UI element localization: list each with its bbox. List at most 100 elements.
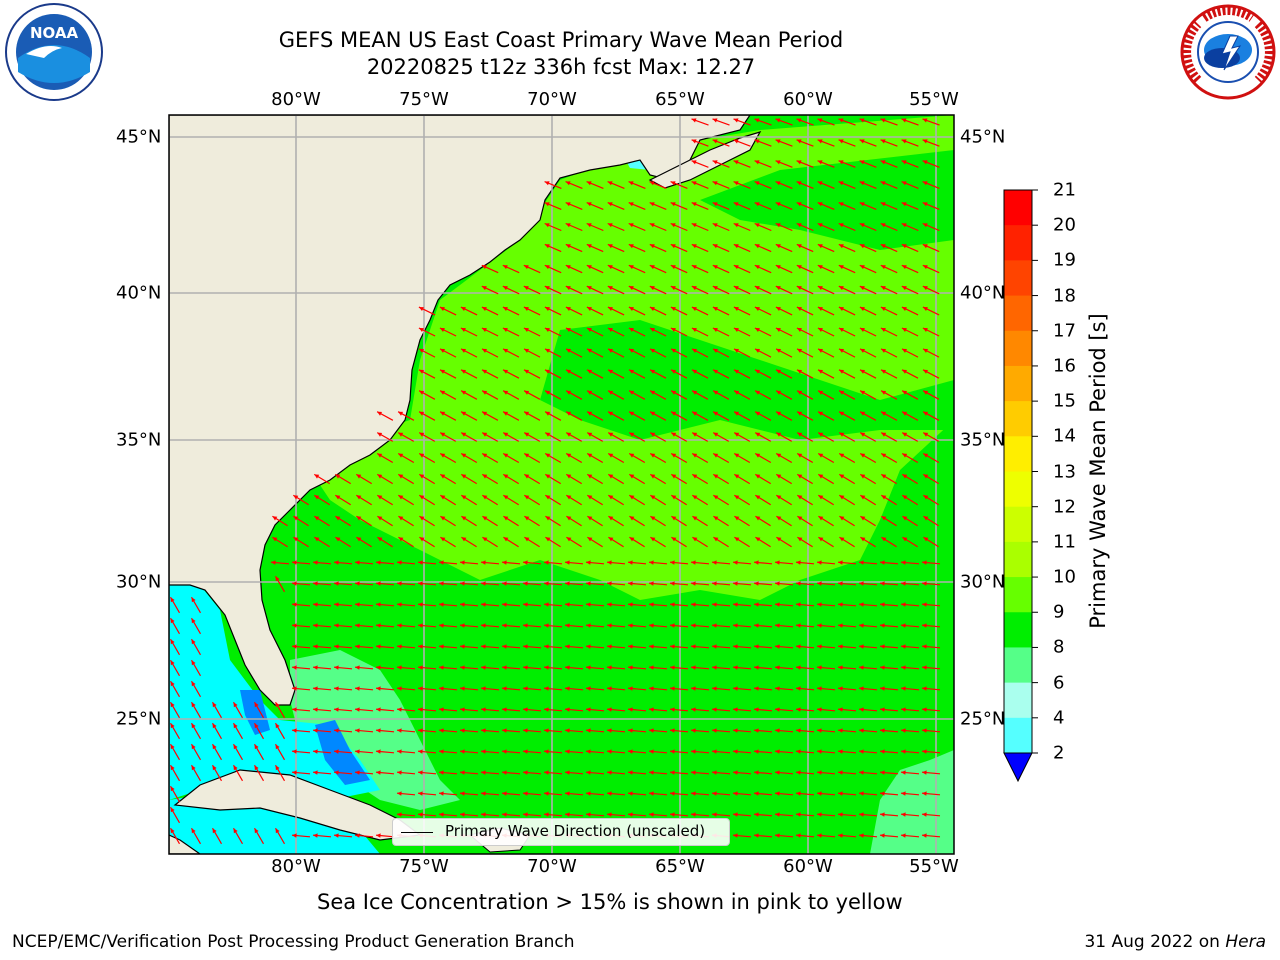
legend-line-icon [401, 832, 433, 833]
colorbar-segment [1004, 190, 1032, 226]
direction-arrowhead [733, 728, 738, 733]
direction-arrowhead [880, 307, 886, 311]
direction-arrowhead [902, 432, 908, 437]
direction-arrowhead [712, 160, 718, 165]
direction-arrowhead [566, 369, 571, 374]
direction-arrowhead [796, 223, 802, 228]
direction-arrowhead [838, 181, 844, 186]
colorbar-tick-label: 11 [1053, 531, 1076, 553]
direction-arrowhead [355, 560, 360, 565]
direction-arrowhead [754, 307, 760, 311]
direction-arrowhead [901, 749, 906, 754]
direction-arrowhead [860, 432, 866, 437]
direction-arrowhead [881, 348, 886, 353]
direction-arrowhead [503, 495, 509, 500]
direction-arrowhead [733, 307, 739, 311]
direction-arrowhead [628, 623, 633, 628]
direction-arrowhead [796, 307, 802, 311]
direction-arrowhead [818, 432, 824, 437]
direction-arrowhead [628, 244, 634, 249]
direction-arrowhead [734, 453, 740, 458]
direction-arrowhead [691, 223, 697, 228]
direction-arrowhead [754, 686, 759, 691]
colorbar-under-triangle [1003, 752, 1033, 783]
direction-arrowhead [418, 770, 423, 775]
direction-arrowhead [922, 118, 928, 123]
direction-arrowhead [796, 770, 801, 775]
direction-arrowhead [460, 770, 465, 775]
direction-arrowhead [838, 118, 844, 123]
direction-arrowhead [565, 644, 570, 649]
direction-arrowhead [292, 728, 297, 733]
direction-arrowhead [776, 495, 782, 500]
direction-arrowhead [797, 516, 803, 521]
direction-arrowhead [523, 665, 528, 670]
direction-arrowhead [859, 244, 865, 249]
direction-arrowhead [418, 791, 423, 796]
direction-arrowhead [523, 791, 528, 796]
direction-arrowhead [713, 432, 719, 437]
direction-arrowhead [544, 328, 550, 332]
direction-arrowhead [902, 348, 907, 353]
colorbar-tick-label: 17 [1053, 320, 1076, 342]
direction-arrowhead [544, 265, 550, 270]
direction-arrowhead [607, 202, 613, 207]
direction-arrowhead [880, 602, 885, 607]
direction-arrowhead [503, 390, 509, 395]
direction-arrowhead [439, 749, 444, 754]
direction-arrowhead [544, 812, 549, 817]
direction-arrowhead [859, 728, 864, 733]
direction-arrowhead [860, 369, 865, 374]
direction-arrowhead [755, 516, 761, 521]
colorbar-segment [1004, 365, 1032, 402]
direction-arrowhead [607, 623, 612, 628]
direction-arrowhead [565, 560, 570, 565]
direction-arrowhead [754, 581, 759, 586]
direction-arrowhead [775, 812, 780, 817]
direction-arrowhead [212, 765, 217, 771]
direction-arrowhead [818, 411, 824, 416]
direction-arrowhead [481, 749, 486, 754]
direction-arrowhead [775, 833, 780, 838]
direction-arrowhead [797, 411, 803, 416]
direction-arrowhead [191, 660, 196, 666]
direction-arrowhead [170, 807, 175, 813]
direction-arrowhead [901, 770, 906, 775]
direction-arrowhead [733, 202, 739, 207]
colorbar-segment [1004, 295, 1032, 332]
direction-arrowhead [670, 328, 676, 332]
direction-arrowhead [524, 390, 530, 395]
chart-title: GEFS MEAN US East Coast Primary Wave Mea… [278, 28, 844, 52]
direction-arrowhead [544, 307, 550, 311]
direction-arrowhead [712, 791, 717, 796]
direction-arrowhead [671, 516, 677, 521]
direction-arrowhead [524, 348, 529, 353]
direction-arrowhead [377, 474, 383, 479]
direction-arrowhead [733, 118, 739, 123]
direction-arrowhead [712, 686, 717, 691]
direction-arrowhead [754, 160, 760, 165]
direction-arrowhead [880, 770, 885, 775]
direction-arrowhead [565, 623, 570, 628]
direction-arrowhead [712, 623, 717, 628]
direction-arrowhead [335, 474, 341, 479]
direction-arrowhead [650, 453, 656, 458]
direction-arrowhead [691, 581, 696, 586]
direction-arrowhead [691, 665, 696, 670]
direction-arrowhead [775, 181, 781, 186]
direction-arrowhead [671, 348, 676, 353]
direction-arrowhead [565, 581, 570, 586]
direction-arrowhead [313, 581, 318, 586]
direction-arrowhead [712, 581, 717, 586]
direction-arrowhead [461, 495, 467, 500]
direction-arrowhead [335, 495, 341, 500]
direction-arrowhead [880, 791, 885, 796]
direction-arrowhead [524, 537, 530, 542]
direction-arrowhead [818, 495, 824, 500]
direction-arrowhead [775, 707, 780, 712]
direction-arrowhead [775, 160, 781, 165]
direction-arrowhead [607, 307, 613, 311]
direction-arrowhead [649, 791, 654, 796]
direction-arrowhead [839, 537, 845, 542]
direction-arrowhead [880, 244, 886, 249]
